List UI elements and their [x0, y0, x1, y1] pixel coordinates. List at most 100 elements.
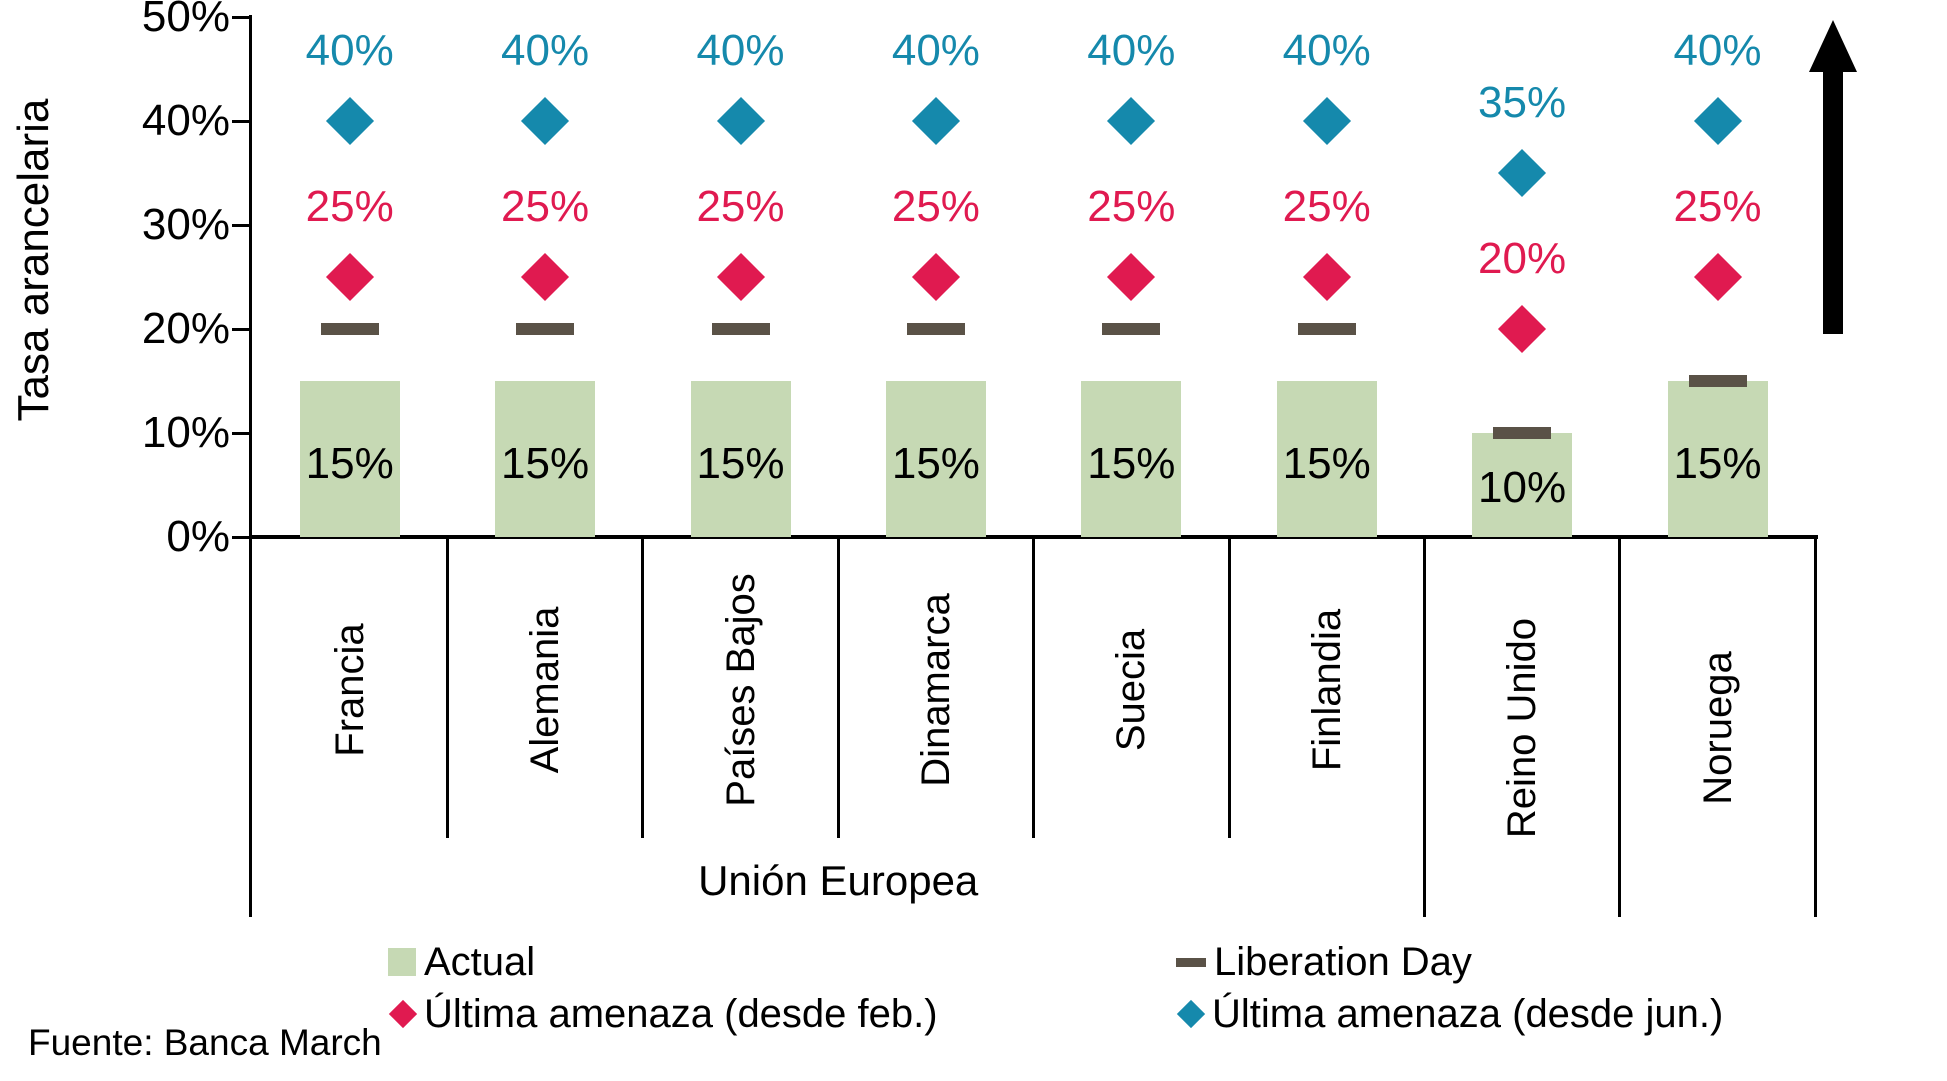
- y-axis-tick-label: 50%: [141, 0, 230, 41]
- threat-jun-diamond: [1107, 96, 1156, 146]
- liberation-day-dash-icon: [1176, 957, 1206, 967]
- legend-item-actual: Actual: [388, 936, 535, 988]
- category-group-label: Unión Europea: [698, 857, 979, 904]
- threat-jun-diamond: [521, 96, 570, 146]
- x-axis-category-label: Noruega: [1695, 651, 1740, 805]
- bar-value-label: 15%: [305, 438, 394, 488]
- bar-value-label: 15%: [696, 438, 785, 488]
- threat-feb-diamond-label: 25%: [501, 182, 590, 231]
- category-divider: [1032, 539, 1036, 838]
- up-arrow-icon: [1809, 20, 1857, 72]
- threat-feb-diamond-icon: [388, 999, 418, 1029]
- threat-feb-diamond: [716, 252, 765, 302]
- actual-bar: [1081, 381, 1182, 537]
- threat-jun-diamond-label: 40%: [1673, 26, 1762, 75]
- threat-feb-diamond-label: 25%: [891, 182, 980, 231]
- y-axis-tick: [232, 224, 249, 227]
- y-axis-tick-label: 40%: [141, 96, 230, 145]
- category-divider: [1618, 539, 1622, 917]
- liberation-day-marker: [1102, 323, 1161, 335]
- legend-label-threat-jun: Última amenaza (desde jun.): [1212, 991, 1724, 1036]
- actual-bar: [1667, 381, 1768, 537]
- x-axis-category-label: Reino Unido: [1500, 617, 1545, 839]
- threat-jun-diamond-icon: [1176, 999, 1206, 1029]
- threat-jun-diamond-label: 40%: [1087, 26, 1176, 75]
- liberation-day-marker: [906, 323, 965, 335]
- threat-feb-diamond: [1693, 252, 1742, 302]
- threat-jun-diamond: [1498, 148, 1547, 198]
- actual-bar: [1472, 433, 1573, 537]
- y-axis-tick: [232, 16, 249, 19]
- actual-bar: [690, 381, 791, 537]
- x-axis-line: [249, 535, 1819, 539]
- y-axis-line: [249, 15, 252, 917]
- threat-jun-diamond-label: 40%: [501, 26, 590, 75]
- bar-value-label: 15%: [1087, 438, 1176, 488]
- actual-bar: [885, 381, 986, 537]
- y-axis-tick: [232, 432, 249, 435]
- threat-jun-diamond: [911, 96, 960, 146]
- legend-label-actual: Actual: [424, 939, 536, 984]
- bar-value-label: 15%: [1282, 438, 1371, 488]
- bar-value-label: 15%: [501, 438, 590, 488]
- threat-feb-diamond: [911, 252, 960, 302]
- x-axis-category-label: Países Bajos: [718, 572, 763, 807]
- x-axis-category-label: Finlandia: [1304, 608, 1349, 771]
- actual-bar-swatch: [388, 948, 416, 976]
- y-axis-tick: [232, 536, 249, 539]
- y-axis-tick-label: 20%: [141, 304, 230, 353]
- liberation-day-marker: [1688, 375, 1747, 387]
- threat-jun-diamond-label: 40%: [305, 26, 394, 75]
- threat-jun-diamond: [1302, 96, 1351, 146]
- legend-item-liberation-day: Liberation Day: [1176, 936, 1472, 988]
- threat-jun-diamond-label: 35%: [1478, 78, 1567, 127]
- category-divider: [836, 539, 840, 838]
- x-axis-category-label: Suecia: [1109, 628, 1154, 751]
- threat-jun-diamond-label: 40%: [1282, 26, 1371, 75]
- y-axis-tick-label: 10%: [141, 408, 230, 457]
- threat-feb-diamond: [1498, 304, 1547, 354]
- threat-feb-diamond-label: 25%: [305, 182, 394, 231]
- threat-feb-diamond-label: 25%: [696, 182, 785, 231]
- x-axis-category-label: Dinamarca: [913, 592, 958, 787]
- bar-value-label: 15%: [891, 438, 980, 488]
- y-axis-title: Tasa arancelaria: [9, 98, 58, 422]
- threat-feb-diamond: [1302, 252, 1351, 302]
- liberation-day-marker: [320, 323, 379, 335]
- y-axis-tick-label: 0%: [166, 512, 230, 561]
- y-axis-tick-label: 30%: [141, 200, 230, 249]
- threat-jun-diamond-label: 40%: [696, 26, 785, 75]
- actual-bar: [299, 381, 400, 537]
- category-divider: [641, 539, 645, 838]
- source-note: Fuente: Banca March: [28, 1022, 382, 1063]
- actual-bar: [1276, 381, 1377, 537]
- threat-jun-diamond: [1693, 96, 1742, 146]
- threat-jun-diamond: [716, 96, 765, 146]
- threat-feb-diamond-label: 25%: [1087, 182, 1176, 231]
- threat-jun-diamond-label: 40%: [891, 26, 980, 75]
- x-axis-category-label: Alemania: [523, 606, 568, 773]
- category-divider: [1422, 539, 1426, 917]
- legend-item-threat-jun: Última amenaza (desde jun.): [1176, 988, 1723, 1040]
- bar-value-label: 15%: [1673, 438, 1762, 488]
- threat-feb-diamond-label: 25%: [1673, 182, 1762, 231]
- legend-label-threat-feb: Última amenaza (desde feb.): [424, 991, 938, 1036]
- threat-feb-diamond: [521, 252, 570, 302]
- up-arrow-shaft: [1823, 68, 1843, 334]
- threat-feb-diamond-label: 20%: [1478, 234, 1567, 283]
- y-axis-tick: [232, 328, 249, 331]
- threat-jun-diamond: [325, 96, 374, 146]
- threat-feb-diamond: [1107, 252, 1156, 302]
- category-divider: [1813, 539, 1817, 917]
- actual-bar: [495, 381, 596, 537]
- y-axis-tick: [232, 120, 249, 123]
- x-axis-category-label: Francia: [327, 622, 372, 757]
- threat-feb-diamond-label: 25%: [1282, 182, 1371, 231]
- legend-item-threat-feb: Última amenaza (desde feb.): [388, 988, 938, 1040]
- liberation-day-marker: [1297, 323, 1356, 335]
- bar-value-label: 10%: [1478, 463, 1567, 513]
- legend-label-liberation-day: Liberation Day: [1214, 939, 1472, 984]
- liberation-day-marker: [516, 323, 575, 335]
- category-divider: [1227, 539, 1231, 838]
